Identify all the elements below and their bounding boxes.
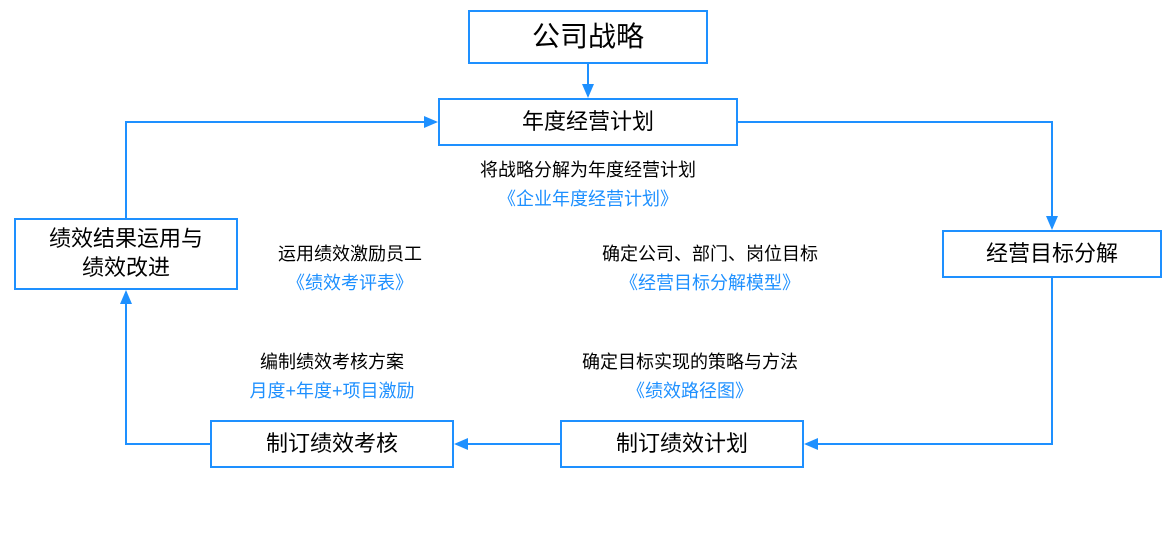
annotation-reference: 《企业年度经营计划》: [440, 185, 736, 214]
flowchart-node-n2: 经营目标分解: [942, 230, 1162, 278]
annotation-a4: 编制绩效考核方案月度+年度+项目激励: [210, 348, 454, 406]
annotation-a3: 确定目标实现的策略与方法《绩效路径图》: [540, 348, 840, 406]
annotation-text: 将战略分解为年度经营计划: [440, 156, 736, 185]
edge-e2: [806, 278, 1052, 444]
annotation-text: 确定目标实现的策略与方法: [540, 348, 840, 377]
edge-e4: [126, 292, 210, 444]
flowchart-node-n0: 公司战略: [468, 10, 708, 64]
node-label: 制订绩效计划: [616, 430, 748, 459]
flowchart-node-n1: 年度经营计划: [438, 98, 738, 146]
annotation-a2: 确定公司、部门、岗位目标《经营目标分解模型》: [560, 240, 860, 298]
flowchart-node-n4: 制订绩效考核: [210, 420, 454, 468]
annotation-reference: 《绩效路径图》: [540, 377, 840, 406]
annotation-reference: 《经营目标分解模型》: [560, 269, 860, 298]
node-label: 经营目标分解: [986, 240, 1118, 269]
annotation-a5: 运用绩效激励员工《绩效考评表》: [240, 240, 460, 298]
annotation-reference: 《绩效考评表》: [240, 269, 460, 298]
flowchart-node-n3: 制订绩效计划: [560, 420, 804, 468]
node-label: 制订绩效考核: [266, 430, 398, 459]
annotation-a1: 将战略分解为年度经营计划《企业年度经营计划》: [440, 156, 736, 214]
annotation-reference: 月度+年度+项目激励: [210, 377, 454, 406]
annotation-text: 编制绩效考核方案: [210, 348, 454, 377]
flowchart-node-n5: 绩效结果运用与 绩效改进: [14, 218, 238, 290]
edge-e1: [738, 122, 1052, 228]
node-label: 年度经营计划: [522, 108, 654, 137]
annotation-text: 运用绩效激励员工: [240, 240, 460, 269]
annotation-text: 确定公司、部门、岗位目标: [560, 240, 860, 269]
node-label: 绩效结果运用与 绩效改进: [49, 225, 203, 282]
edge-e5: [126, 122, 436, 218]
node-label: 公司战略: [532, 19, 644, 55]
